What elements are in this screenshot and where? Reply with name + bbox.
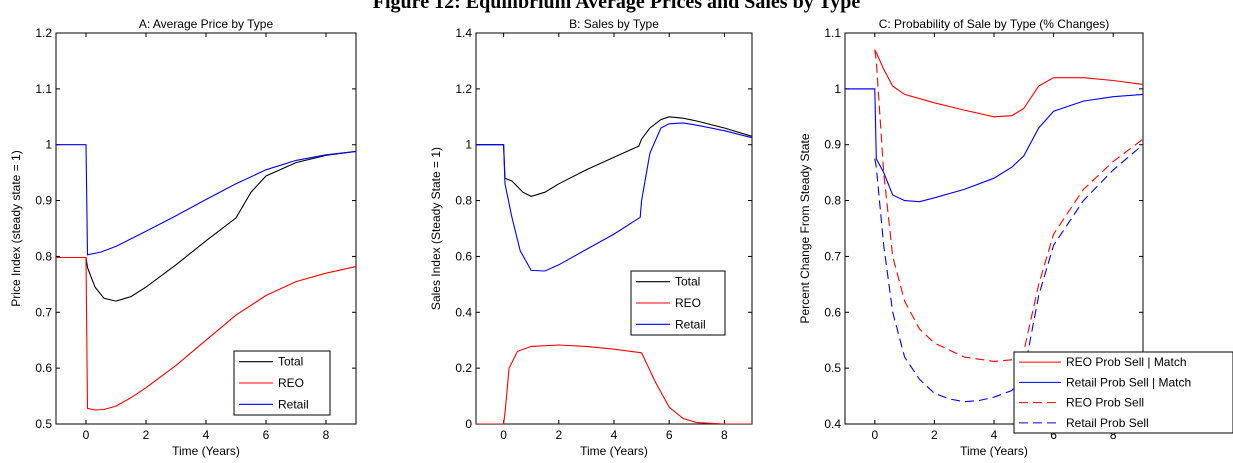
y-axis-label: Sales Index (Steady State = 1) [429, 147, 443, 310]
x-tick-label: 0 [871, 428, 878, 442]
y-tick-label: 0.4 [455, 305, 472, 319]
y-tick-label: 1.2 [35, 26, 52, 40]
legend-label-total: Total [278, 355, 303, 369]
x-tick-label: 8 [721, 428, 728, 442]
y-tick-label: 0.6 [35, 361, 52, 375]
series-line-reo [56, 256, 356, 411]
series-group [845, 49, 1143, 403]
chart-title: C: Probability of Sale by Type (% Change… [879, 17, 1110, 31]
y-tick-label: 0.2 [455, 361, 472, 375]
chart-title: B: Sales by Type [569, 17, 659, 31]
series-group [476, 116, 752, 424]
x-axis-label: Time (Years) [172, 444, 240, 458]
x-tick-label: 6 [263, 428, 270, 442]
x-tick-label: 4 [611, 428, 618, 442]
figure-title: Figure 12: Equilibrium Average Prices an… [372, 0, 861, 13]
y-tick-label: 1.4 [455, 26, 472, 40]
x-tick-label: 8 [323, 428, 330, 442]
y-tick-label: 0.8 [455, 194, 472, 208]
x-tick-label: 2 [931, 428, 938, 442]
legend-label-reo: REO [278, 376, 304, 390]
y-tick-label: 0.4 [824, 417, 841, 431]
y-tick-label: 0.5 [824, 361, 841, 375]
y-tick-label: 1.1 [35, 82, 52, 96]
chart-panel-2: 0 2 4 6 8 0 0.2 0.4 0.6 0.8 1 1.2 1.4 B: Sales by Typ… [429, 17, 753, 458]
y-tick-label: 0.6 [824, 305, 841, 319]
chart-panel-3: 0 2 4 6 8 0.4 0.5 0.6 0.7 0.8 0.9 1 1.1 C: Probabilit… [798, 17, 1233, 458]
chart-panel-1: 0 2 4 6 8 0.5 0.6 0.7 0.8 0.9 1 1.1 1.2 A: Average Pr… [9, 17, 357, 458]
x-tick-label: 0 [500, 428, 507, 442]
y-tick-label: 0.5 [35, 417, 52, 431]
chart-title: A: Average Price by Type [139, 17, 274, 31]
y-axis-label: Percent Change From Steady State [798, 133, 812, 323]
y-axis-label: Price Index (steady state = 1) [9, 150, 23, 306]
x-tick-label: 4 [203, 428, 210, 442]
y-tick-label: 0.7 [35, 305, 52, 319]
x-tick-label: 4 [991, 428, 998, 442]
y-tick-label: 0.8 [35, 249, 52, 263]
series-line-reo-prob-sell-match [874, 49, 1143, 118]
y-tick-label: 0.7 [824, 249, 841, 263]
legend: Total REO Retail [630, 270, 726, 336]
legend-label-reo-prob-sell-match: REO Prob Sell | Match [1066, 355, 1187, 369]
x-tick-label: 6 [1050, 428, 1057, 442]
series-group [56, 144, 356, 411]
series-line-total [476, 116, 752, 197]
plot-frame [475, 32, 753, 425]
legend-label-retail-prob-sell-match: Retail Prob Sell | Match [1066, 375, 1191, 389]
y-tick-label: 0.9 [824, 138, 841, 152]
x-axis-label: Time (Years) [960, 444, 1028, 458]
y-tick-label: 1 [465, 138, 472, 152]
legend-label-retail: Retail [675, 317, 706, 331]
legend-label-retail-prob-sell: Retail Prob Sell [1066, 416, 1149, 430]
y-tick-label: 1 [45, 138, 52, 152]
x-tick-label: 6 [666, 428, 673, 442]
x-tick-label: 8 [1110, 428, 1117, 442]
y-tick-label: 1 [834, 82, 841, 96]
series-line-retail-prob-sell-match [845, 88, 1143, 203]
y-tick-label: 0.9 [35, 194, 52, 208]
y-tick-label: 0.6 [455, 249, 472, 263]
series-line-reo-prob-sell [874, 49, 1143, 362]
series-line-retail-prob-sell [874, 144, 1143, 403]
x-tick-label: 2 [143, 428, 150, 442]
legend: Total REO Retail [233, 350, 331, 416]
series-line-total [56, 150, 356, 302]
x-axis-label: Time (Years) [580, 444, 648, 458]
y-tick-label: 1.2 [455, 82, 472, 96]
y-tick-label: 1.1 [824, 26, 841, 40]
x-tick-label: 2 [555, 428, 562, 442]
y-tick-label: 0.8 [824, 194, 841, 208]
legend-box [1013, 351, 1233, 434]
legend-label-reo: REO [675, 296, 701, 310]
x-tick-label: 0 [83, 428, 90, 442]
legend-label-total: Total [675, 275, 700, 289]
legend: REO Prob Sell | Match Retail Prob Sell | … [1013, 351, 1233, 434]
series-line-retail [56, 144, 356, 256]
legend-label-reo-prob-sell: REO Prob Sell [1066, 396, 1144, 410]
y-tick-label: 0 [465, 417, 472, 431]
legend-label-retail: Retail [278, 397, 309, 411]
series-line-reo [476, 344, 752, 424]
series-line-retail [476, 122, 752, 272]
